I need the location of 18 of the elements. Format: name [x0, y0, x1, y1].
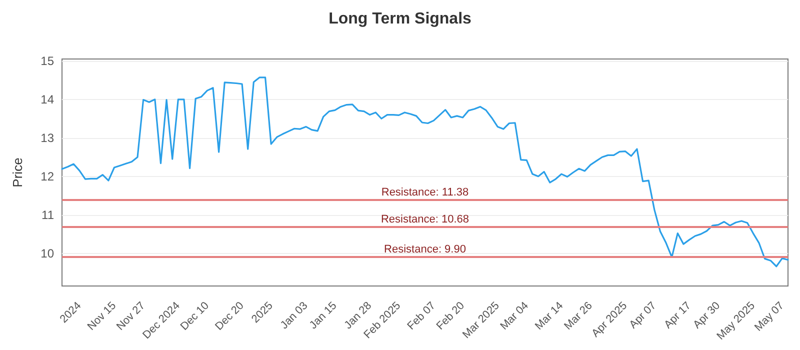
y-tick-label: 15	[40, 54, 54, 68]
x-tick-label: Apr 17	[662, 300, 694, 332]
x-tick-label: Dec 10	[178, 300, 212, 333]
y-tick-label: 11	[42, 208, 54, 222]
x-tick-label: Mar 04	[498, 300, 531, 332]
ref-line-label: Resistance: 9.90	[384, 244, 466, 256]
ref-line-label: Resistance: 11.38	[381, 186, 469, 199]
x-tick-label: Apr 07	[627, 300, 659, 332]
y-tick-label: 13	[40, 130, 54, 145]
y-tick-label: 12	[40, 169, 54, 184]
y-axis-title: Price	[10, 158, 25, 188]
x-tick-label: Feb 20	[434, 300, 467, 332]
line-series	[61, 76, 789, 268]
y-tick-label: 14	[40, 92, 54, 106]
y-tick-label: 10	[40, 246, 54, 260]
x-tick-label: Dec 20	[213, 300, 246, 333]
chart-title: Long Term Signals	[328, 10, 472, 28]
ref-line-label: Resistance: 10.68	[380, 214, 470, 226]
